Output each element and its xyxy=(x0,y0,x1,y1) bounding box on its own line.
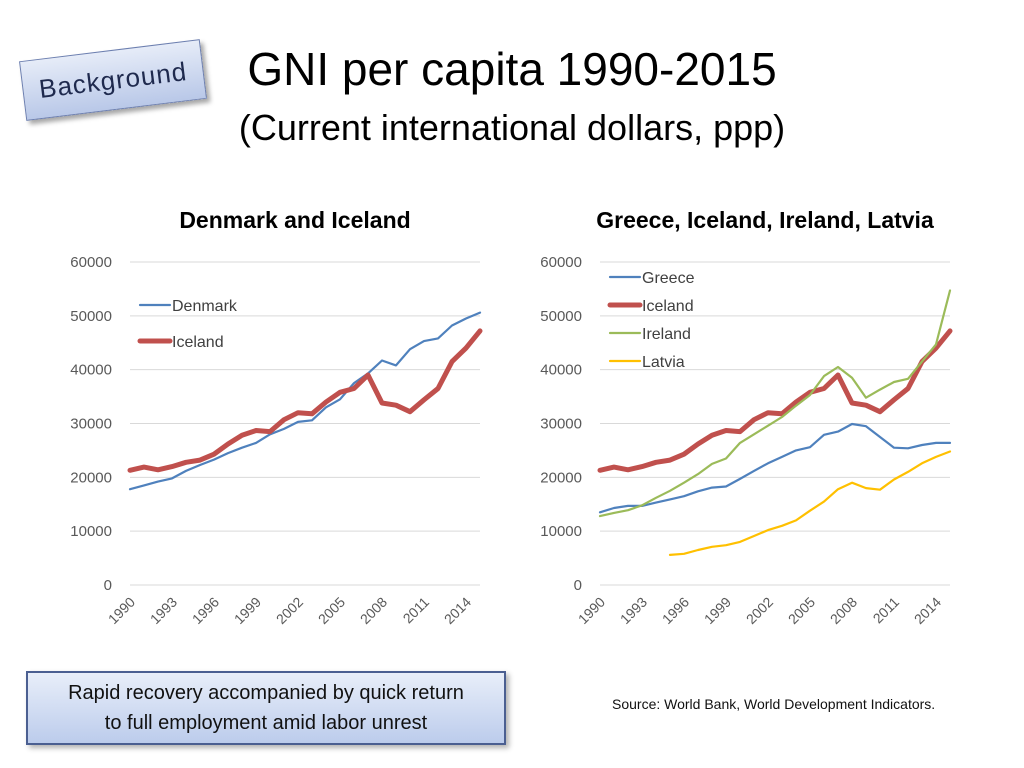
title-main: GNI per capita 1990-2015 xyxy=(247,43,777,95)
x-tick-label: 1996 xyxy=(189,594,222,627)
y-tick-label: 20000 xyxy=(70,469,112,486)
x-tick-label: 2008 xyxy=(357,594,390,627)
legend-label-ireland: Ireland xyxy=(642,326,691,343)
y-tick-label: 60000 xyxy=(70,254,112,271)
callout-line-1: Rapid recovery accompanied by quick retu… xyxy=(68,682,464,704)
slide-title: GNI per capita 1990-2015 (Current intern… xyxy=(0,40,1024,152)
x-tick-label: 1993 xyxy=(147,594,180,627)
y-tick-label: 50000 xyxy=(540,308,582,325)
x-tick-label: 2014 xyxy=(441,594,474,627)
series-line-denmark xyxy=(128,311,482,491)
x-tick-label: 2014 xyxy=(911,594,944,627)
legend-label-denmark: Denmark xyxy=(172,298,238,315)
legend-label-iceland: Iceland xyxy=(642,298,694,315)
x-tick-label: 2008 xyxy=(827,594,860,627)
x-tick-label: 2011 xyxy=(400,594,433,627)
title-sub: (Current international dollars, ppp) xyxy=(238,107,786,148)
y-tick-label: 0 xyxy=(104,577,112,594)
series-line-iceland xyxy=(127,328,483,473)
y-tick-label: 30000 xyxy=(540,416,582,433)
x-tick-label: 2002 xyxy=(743,594,776,627)
y-tick-label: 0 xyxy=(574,577,582,594)
series-line-greece xyxy=(598,422,952,514)
chart-greece-iceland-ireland-latvia: Greece, Iceland, Ireland, Latvia 0 10000 20… xyxy=(510,195,990,655)
x-tick-label: 1990 xyxy=(105,594,138,627)
x-tick-label: 2005 xyxy=(315,594,348,627)
y-tick-label: 40000 xyxy=(540,362,582,379)
series-line-ireland xyxy=(598,289,952,518)
y-tick-label: 30000 xyxy=(70,416,112,433)
series-line-latvia xyxy=(668,450,952,556)
x-tick-label: 2002 xyxy=(273,594,306,627)
x-tick-label: 1990 xyxy=(575,594,608,627)
y-tick-label: 10000 xyxy=(540,523,582,540)
x-tick-label: 1999 xyxy=(231,594,264,627)
chart-denmark-iceland: Denmark and Iceland 0 10000 20000 30000 40000… xyxy=(40,195,520,655)
legend-label-greece: Greece xyxy=(642,270,695,287)
x-tick-label: 2011 xyxy=(870,594,903,627)
y-tick-label: 60000 xyxy=(540,254,582,271)
series-line-iceland xyxy=(597,328,953,473)
legend-label-iceland: Iceland xyxy=(172,334,224,351)
chart-svg: Denmark and Iceland 0 10000 20000 30000 40000… xyxy=(70,207,483,627)
legend-label-latvia: Latvia xyxy=(642,354,685,371)
y-tick-label: 50000 xyxy=(70,308,112,325)
callout-box: Rapid recovery accompanied by quick retu… xyxy=(26,671,506,745)
y-tick-label: 10000 xyxy=(70,523,112,540)
x-tick-label: 1999 xyxy=(701,594,734,627)
x-tick-label: 2005 xyxy=(785,594,818,627)
chart-title: Greece, Iceland, Ireland, Latvia xyxy=(596,207,934,233)
chart-svg: Greece, Iceland, Ireland, Latvia 0 10000 20… xyxy=(540,207,953,627)
source-note: Source: World Bank, World Development In… xyxy=(612,696,936,712)
y-tick-label: 20000 xyxy=(540,469,582,486)
x-tick-label: 1993 xyxy=(617,594,650,627)
chart-title: Denmark and Iceland xyxy=(179,207,410,233)
x-tick-label: 1996 xyxy=(659,594,692,627)
y-tick-label: 40000 xyxy=(70,362,112,379)
callout-line-2: to full employment amid labor unrest xyxy=(104,712,428,734)
